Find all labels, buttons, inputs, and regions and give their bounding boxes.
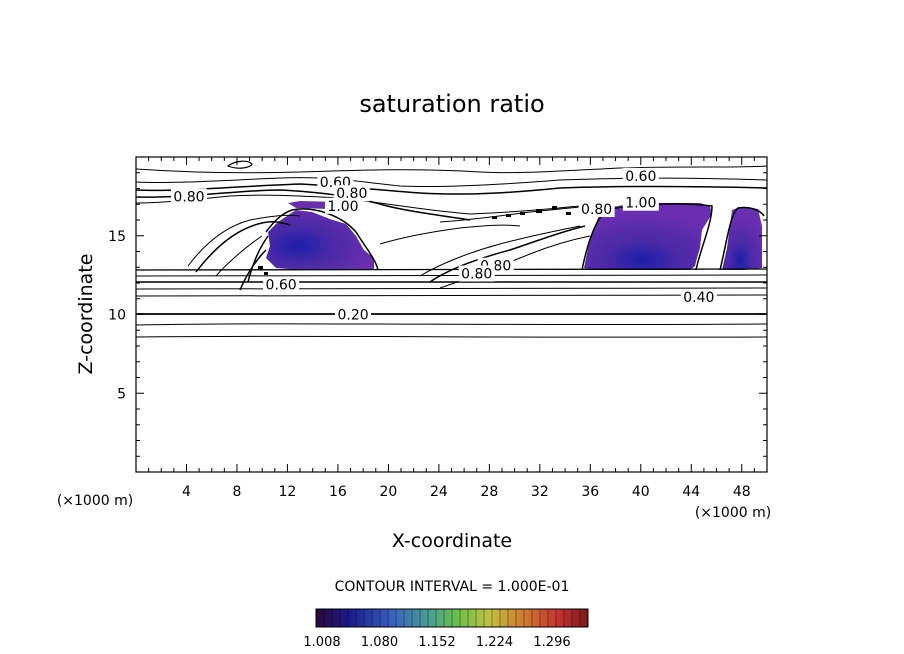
- contour-label: 0.80: [581, 202, 612, 218]
- x-tick-label: 8: [232, 484, 241, 500]
- x-tick-label: 12: [279, 484, 297, 500]
- x-unit-label: (×1000 m): [695, 505, 771, 521]
- contour-label-bg: [263, 276, 300, 293]
- contour-label: 0.60: [625, 169, 656, 185]
- y-tick-label: 10: [108, 308, 126, 324]
- colorbar: 1.008 1.080 1.152 1.224 1.296: [303, 608, 589, 650]
- contour-label: 0.80: [461, 267, 492, 283]
- contour-label: 1.00: [625, 196, 656, 212]
- x-tick-label: 24: [430, 484, 448, 500]
- x-tick-label: 4: [182, 484, 191, 500]
- colorbar-tick-label: 1.296: [533, 635, 570, 650]
- contour-label-bg: [458, 265, 495, 282]
- x-tick-label: 48: [733, 484, 751, 500]
- contour-label-bg: [324, 197, 361, 214]
- contour-label: 1.00: [327, 199, 358, 215]
- colorbar-tick-label: 1.224: [476, 635, 513, 650]
- contour-label-bg: [333, 185, 370, 202]
- colorbar-tick-label: 1.152: [418, 635, 455, 650]
- colorbar-ticks: 1.008 1.080 1.152 1.224 1.296: [303, 609, 589, 650]
- contour-labels: 0.600.800.801.000.600.80 1.000.800.800.60…: [171, 167, 717, 324]
- colorbar-tick-label: 1.008: [303, 635, 340, 650]
- y-axis-label: Z-coordinate: [75, 254, 97, 375]
- x-tick-label: 32: [531, 484, 549, 500]
- contour-label-bg: [622, 167, 659, 184]
- contour-label: 0.20: [337, 308, 368, 324]
- shaded-region-right: [584, 203, 712, 270]
- contour-label: 0.40: [683, 290, 714, 306]
- contour-label-bg: [335, 306, 372, 323]
- y-tick-label: 15: [108, 229, 126, 245]
- x-tick-label: 28: [480, 484, 498, 500]
- x-axis-label: X-coordinate: [392, 530, 512, 552]
- chart-title: saturation ratio: [359, 90, 544, 118]
- contour-label-bg: [680, 289, 717, 306]
- shaded-region-left: [266, 210, 374, 270]
- contour-label-bg: [578, 200, 615, 217]
- colorbar-tick-label: 1.080: [361, 635, 398, 650]
- contour-interval-text: CONTOUR INTERVAL = 1.000E-01: [335, 579, 570, 595]
- x-tick-label: 20: [379, 484, 397, 500]
- contour-label-bg: [171, 188, 208, 205]
- x-tick-label: 16: [329, 484, 347, 500]
- shaded-region-far-right: [722, 207, 762, 270]
- contour-label: 0.80: [173, 189, 204, 205]
- plot-field: [136, 160, 767, 338]
- contour-label: 0.60: [266, 278, 297, 294]
- x-tick-label: 44: [682, 484, 700, 500]
- x-tick-label: 36: [581, 484, 599, 500]
- y-tick-label: 5: [117, 386, 126, 402]
- contour-label-bg: [622, 194, 659, 211]
- x-tick-label: 40: [632, 484, 650, 500]
- z-unit-label: (×1000 m): [57, 493, 133, 509]
